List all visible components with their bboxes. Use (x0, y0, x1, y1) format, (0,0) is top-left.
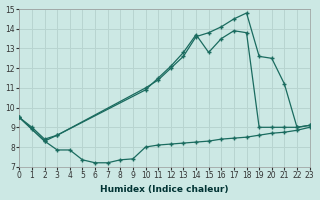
X-axis label: Humidex (Indice chaleur): Humidex (Indice chaleur) (100, 185, 229, 194)
